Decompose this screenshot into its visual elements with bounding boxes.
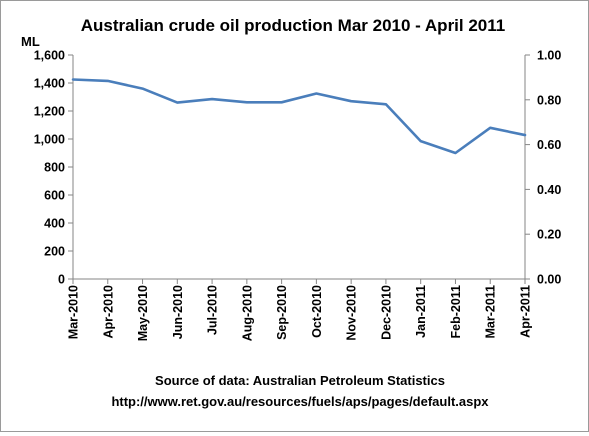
- y2-tick-label: 1.00: [537, 49, 561, 63]
- y-axis-unit: ML: [21, 34, 40, 49]
- x-tick-label: Dec-2010: [379, 285, 393, 340]
- x-tick-label: Jun-2010: [171, 285, 185, 339]
- axes: 0 200 400 600 800 1,000 1,200 1,400 1,600 0.00 0.2…: [34, 49, 562, 342]
- x-tick-label: Apr-2010: [101, 285, 115, 339]
- source-label: Source of data: Australian Petroleum Sta…: [155, 373, 445, 388]
- y-tick-label: 1,000: [34, 133, 65, 147]
- y-tick-label: 600: [44, 189, 65, 203]
- y-tick-label: 1,600: [34, 49, 65, 63]
- y-tick-label: 1,200: [34, 105, 65, 119]
- x-tick-label: Feb-2011: [449, 285, 463, 339]
- x-tick-label: Apr-2011: [519, 285, 533, 338]
- plot-area: [71, 78, 527, 155]
- y-tick-label: 800: [44, 161, 65, 175]
- x-tick-label: Nov-2010: [345, 285, 359, 341]
- y-tick-label: 400: [44, 217, 65, 231]
- y-tick-label: 1,400: [34, 77, 65, 91]
- x-tick-label: Mar-2010: [67, 285, 81, 339]
- x-tick-label: Jul-2010: [206, 285, 220, 335]
- chart-title: Australian crude oil production Mar 2010…: [81, 16, 506, 35]
- y2-tick-label: 0.60: [537, 138, 561, 152]
- y-tick-label: 200: [44, 245, 65, 259]
- x-tick-label: May-2010: [136, 285, 150, 341]
- series-line: [71, 78, 527, 155]
- y2-tick-label: 0.40: [537, 183, 561, 197]
- x-tick-label: Sep-2010: [275, 285, 289, 340]
- x-tick-label: Aug-2010: [240, 285, 254, 341]
- y2-tick-label: 0.20: [537, 228, 561, 242]
- x-tick-label: Mar-2011: [484, 285, 498, 339]
- y-tick-label: 0: [58, 273, 65, 287]
- source-url: http://www.ret.gov.au/resources/fuels/ap…: [111, 394, 489, 409]
- x-tick-label: Oct-2010: [310, 285, 324, 338]
- y2-tick-label: 0.00: [537, 273, 561, 287]
- y2-tick-label: 0.80: [537, 93, 561, 107]
- x-tick-label: Jan-2011: [414, 285, 428, 338]
